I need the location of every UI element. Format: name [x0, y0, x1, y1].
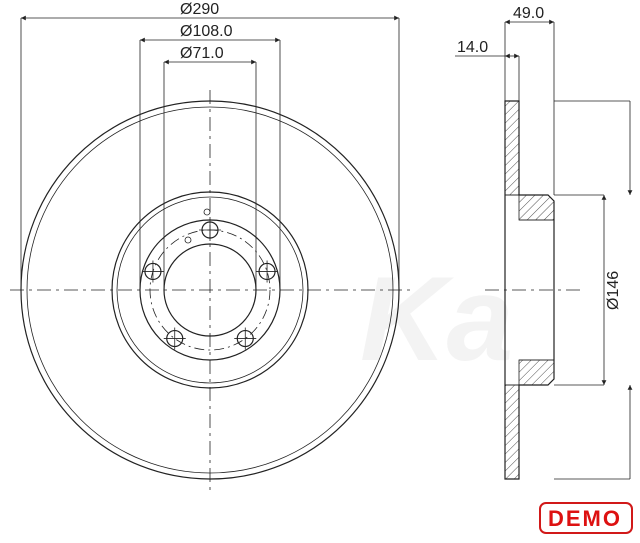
- demo-label: DEMO: [548, 506, 622, 531]
- dim-label: Ø71.0: [180, 45, 224, 62]
- dim-146: Ø146: [605, 271, 622, 310]
- demo-stamp: DEMO: [540, 503, 632, 533]
- dim-14: 14.0: [457, 39, 488, 56]
- dim-label: Ø290: [180, 1, 219, 18]
- drawing-canvas: Ka Ø290Ø108.0Ø71.0 49.014.0Ø146 DEMO: [0, 0, 640, 543]
- dim-49: 49.0: [513, 5, 544, 22]
- side-view: 49.0 14.0 Ø146: [455, 5, 630, 479]
- dim-label: Ø108.0: [180, 23, 233, 40]
- front-view: Ø290 Ø108.0 Ø71.0: [10, 1, 410, 490]
